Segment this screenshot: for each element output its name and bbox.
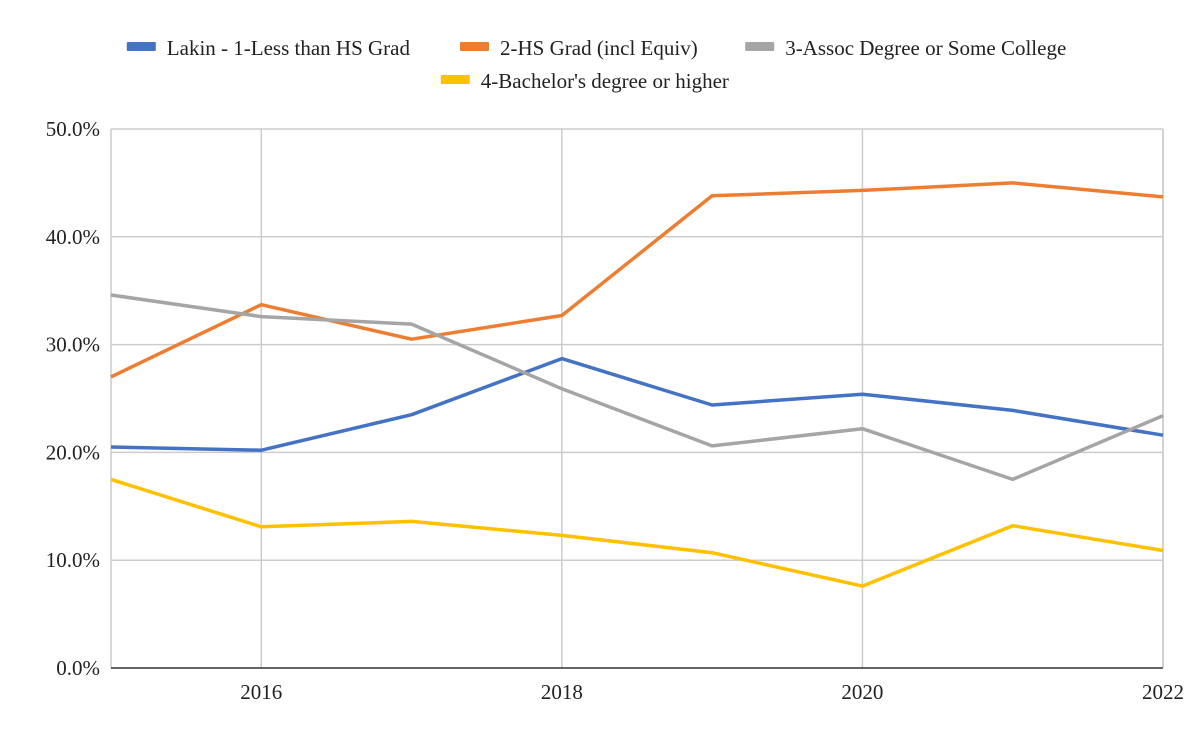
legend-label-1: Lakin - 1-Less than HS Grad — [167, 36, 411, 60]
legend-label-2: 2-HS Grad (incl Equiv) — [500, 36, 698, 60]
legend-swatch-2 — [460, 42, 489, 51]
series-line-4 — [110, 477, 1164, 588]
x-tick-label: 2022 — [1142, 680, 1184, 704]
grid — [110, 128, 1164, 668]
legend-label-4: 4-Bachelor's degree or higher — [481, 69, 729, 93]
legend-label-3: 3-Assoc Degree or Some College — [785, 36, 1066, 60]
legend-swatch-3 — [745, 42, 775, 51]
y-tick-label: 50.0% — [46, 117, 100, 141]
series-line-3 — [110, 293, 1164, 482]
axes: 0.0% 10.0% 20.0% 30.0% 40.0% 50.0% 2016 2018 202… — [46, 117, 1184, 704]
y-tick-label: 30.0% — [46, 333, 100, 357]
x-tick-label: 2020 — [841, 680, 883, 704]
y-tick-label: 0.0% — [56, 656, 100, 680]
y-tick-label: 10.0% — [46, 548, 100, 572]
y-tick-label: 40.0% — [46, 225, 100, 249]
y-tick-label: 20.0% — [46, 440, 100, 464]
legend: Lakin - 1-Less than HS Grad 2-HS Grad (in… — [126, 36, 1066, 93]
series-lines — [110, 181, 1164, 588]
legend-swatch-4 — [440, 75, 470, 84]
series-line-1 — [110, 356, 1164, 452]
x-tick-label: 2016 — [240, 680, 282, 704]
series-line-2 — [110, 181, 1164, 379]
legend-swatch-1 — [126, 42, 156, 51]
x-tick-label: 2018 — [541, 680, 583, 704]
